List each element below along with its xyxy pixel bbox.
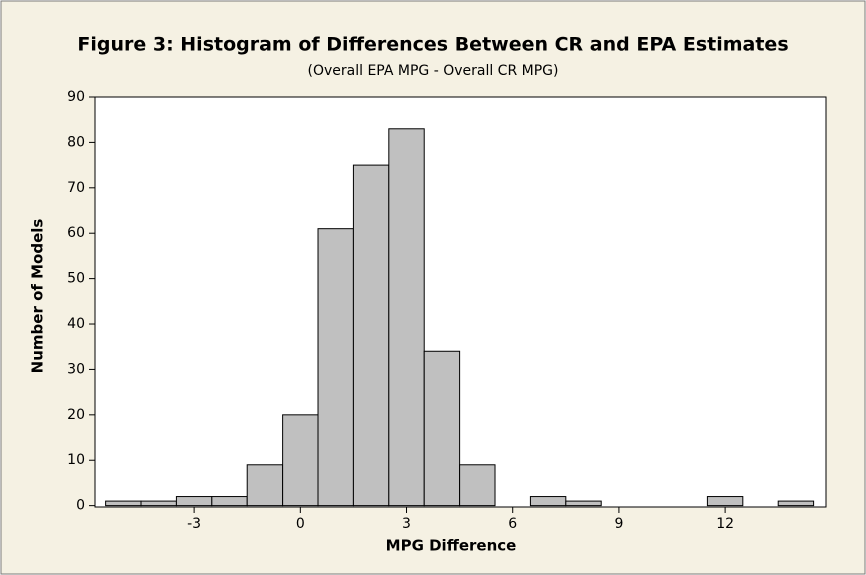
bar: [565, 500, 602, 507]
y-tick-label: 50: [67, 271, 85, 287]
bar: [459, 464, 496, 507]
x-tick-label: 9: [614, 516, 623, 532]
bar: [388, 128, 425, 507]
bar: [529, 496, 567, 507]
y-tick-label: 40: [67, 316, 85, 332]
bar: [706, 496, 744, 507]
y-tick-label: 30: [67, 361, 85, 377]
y-tick-label: 70: [67, 180, 85, 196]
y-tick-label: 10: [67, 452, 85, 468]
bar: [423, 350, 461, 507]
bar: [105, 500, 142, 507]
y-tick-label: 80: [67, 134, 85, 150]
bar: [317, 228, 354, 507]
x-axis-label: MPG Difference: [386, 537, 517, 555]
bar: [246, 464, 284, 507]
bar: [175, 496, 213, 507]
x-tick-label: 0: [296, 516, 305, 532]
chart-subtitle: (Overall EPA MPG - Overall CR MPG): [308, 63, 559, 79]
y-tick-label: 20: [67, 407, 85, 423]
bar: [352, 164, 390, 507]
y-tick-label: 90: [67, 89, 85, 105]
chart-title: Figure 3: Histogram of Differences Betwe…: [77, 34, 788, 56]
y-tick-label: 0: [76, 498, 85, 514]
bar: [282, 414, 319, 507]
bar: [211, 496, 248, 507]
y-tick-label: 60: [67, 225, 85, 241]
bar: [777, 500, 815, 507]
x-tick-label: -3: [187, 516, 201, 532]
x-tick-label: 12: [716, 516, 734, 532]
plot-area: [94, 96, 827, 508]
bar: [140, 500, 177, 507]
x-tick-label: 3: [402, 516, 411, 532]
y-axis-label: Number of Models: [29, 219, 47, 374]
x-tick-label: 6: [508, 516, 517, 532]
